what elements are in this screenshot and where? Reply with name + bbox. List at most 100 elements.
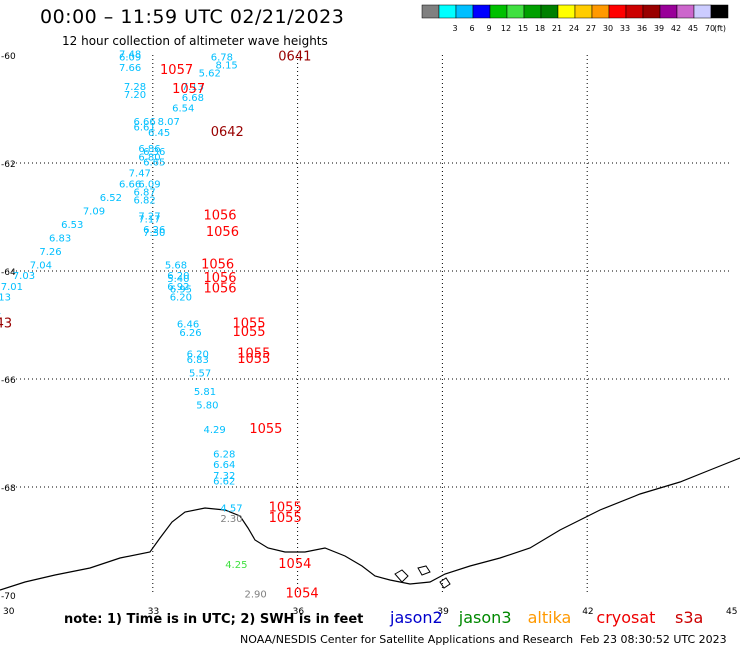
wave-height-value: 6.61 bbox=[133, 123, 155, 134]
wave-height-value: 6.26 bbox=[143, 225, 165, 236]
credit-line: NOAA/NESDIS Center for Satellite Applica… bbox=[240, 633, 574, 646]
wave-height-value: 6.92 bbox=[167, 282, 189, 293]
legend-tick-label: 42 bbox=[671, 24, 681, 33]
wave-height-value: 6.53 bbox=[61, 220, 83, 231]
wave-height-value: 5.62 bbox=[199, 69, 221, 80]
legend-swatch bbox=[421, 4, 440, 19]
legend-swatch bbox=[506, 4, 525, 19]
units-note: note: 1) Time is in UTC; 2) SWH is in fe… bbox=[64, 612, 364, 627]
wave-height-value: 4.29 bbox=[203, 425, 225, 436]
wave-height-value: 5.68 bbox=[165, 260, 187, 271]
legend-swatch bbox=[523, 4, 542, 19]
longitude-tick-label: 33 bbox=[148, 607, 159, 617]
pass-time-value: 1055 bbox=[269, 511, 302, 526]
wave-height-value: 7.48 bbox=[119, 50, 141, 61]
wave-height-value: 2.90 bbox=[245, 590, 267, 601]
longitude-tick-label: 39 bbox=[437, 607, 449, 617]
legend-tick-label: 36 bbox=[637, 24, 647, 33]
wave-height-value: 6.54 bbox=[172, 104, 194, 115]
wave-height-value: 6.78 bbox=[211, 52, 233, 63]
pass-time-value: 1055 bbox=[237, 346, 270, 361]
wave-height-value: 4.57 bbox=[220, 503, 242, 514]
wave-height-value: 6.28 bbox=[213, 449, 235, 460]
pass-time-value: 1055 bbox=[232, 317, 265, 332]
wave-height-value: 7.17 bbox=[138, 214, 160, 225]
wave-height-value: 6.62 bbox=[213, 476, 235, 487]
legend-tick-label: 21 bbox=[552, 24, 562, 33]
legend-swatch bbox=[659, 4, 678, 19]
legend-swatch bbox=[557, 4, 576, 19]
wave-height-value: 7.66 bbox=[119, 63, 141, 74]
wave-height-value: 6.13 bbox=[0, 293, 11, 304]
latitude-tick-label: -64 bbox=[1, 268, 16, 278]
legend-tick-label: 39 bbox=[654, 24, 664, 33]
coast-inlet bbox=[394, 569, 409, 583]
legend-tick-label: 18 bbox=[535, 24, 545, 33]
pass-time-value: 1056 bbox=[203, 271, 236, 286]
legend-swatch bbox=[710, 4, 729, 19]
legend-unit: (ft) bbox=[714, 24, 726, 33]
legend-swatch bbox=[608, 4, 627, 19]
wave-height-value: 7.03 bbox=[13, 271, 35, 282]
chart-title: 00:00 – 11:59 UTC 02/21/2023 bbox=[40, 6, 345, 28]
legend-tick-label: 30 bbox=[603, 24, 613, 33]
latitude-tick-label: -60 bbox=[1, 52, 16, 62]
pass-time-value: 1056 bbox=[206, 225, 239, 240]
generated-timestamp: Feb 23 08:30:52 UTC 2023 bbox=[580, 633, 727, 646]
graticule bbox=[8, 55, 732, 595]
pass-time-value: 0643 bbox=[0, 317, 12, 332]
wave-height-value: 6.09 bbox=[119, 52, 141, 63]
wave-height-value: 7.47 bbox=[129, 169, 151, 180]
wave-height-value: 6.20 bbox=[167, 271, 189, 282]
satellite-name-jason3: jason3 bbox=[458, 608, 512, 627]
legend-tick-label: 27 bbox=[586, 24, 596, 33]
wave-height-value: 6.46 bbox=[177, 320, 199, 331]
antarctic-coastline bbox=[0, 457, 740, 591]
wave-height-value: 5.81 bbox=[0, 306, 1, 317]
wave-height-value: 6.20 bbox=[170, 293, 192, 304]
wave-height-value: 8.07 bbox=[158, 117, 180, 128]
wave-height-value: 6.66 bbox=[133, 117, 155, 128]
wave-height-value: 5.81 bbox=[194, 387, 216, 398]
pass-time-value: 1055 bbox=[237, 352, 270, 367]
coast-island bbox=[417, 565, 431, 576]
pass-time-labels: 0641105710570642105610561056105610560643… bbox=[0, 49, 319, 601]
wave-height-value: 6.36 bbox=[143, 147, 165, 158]
wave-height-value: 7.09 bbox=[83, 206, 105, 217]
wave-height-value: 7.28 bbox=[124, 82, 146, 93]
wave-height-value: 2.30 bbox=[220, 514, 242, 525]
longitude-tick-label: 42 bbox=[582, 607, 593, 617]
legend-swatch bbox=[693, 4, 712, 19]
color-legend: 3 6 9 12 15 18 21 24 27 30 33 36 39 42 45 70(ft) bbox=[421, 4, 729, 33]
pass-time-value: 1056 bbox=[203, 209, 236, 224]
longitude-tick-label: 36 bbox=[293, 607, 305, 617]
pass-time-value: 1055 bbox=[232, 325, 265, 340]
wave-height-value: 6.82 bbox=[133, 196, 155, 207]
legend-swatch bbox=[455, 4, 474, 19]
legend-swatch bbox=[676, 4, 695, 19]
wave-height-value: 7.13 bbox=[182, 82, 204, 93]
legend-tick-label: 3 bbox=[452, 24, 457, 33]
pass-time-value: 1057 bbox=[160, 63, 193, 78]
wave-height-value: 6.83 bbox=[187, 355, 209, 366]
legend-tick-label: 15 bbox=[518, 24, 528, 33]
wave-height-value: 6.95 bbox=[170, 285, 192, 296]
legend-tick-label: 6 bbox=[469, 24, 474, 33]
pass-time-value: 1054 bbox=[286, 587, 319, 602]
latitude-tick-label: -70 bbox=[1, 592, 16, 602]
satellite-name-altika: altika bbox=[527, 608, 572, 627]
legend-swatch bbox=[591, 4, 610, 19]
legend-swatch bbox=[540, 4, 559, 19]
wave-height-value: 6.66 bbox=[119, 179, 141, 190]
wave-height-labels: 7.486.097.666.788.155.627.287.207.136.68… bbox=[0, 50, 267, 601]
wave-height-value: 5.57 bbox=[189, 368, 211, 379]
legend-swatch bbox=[438, 4, 457, 19]
satellite-name-s3a: s3a bbox=[675, 608, 704, 627]
latitude-tick-label: -62 bbox=[1, 160, 16, 170]
legend-swatch bbox=[489, 4, 508, 19]
wave-height-value: 4.25 bbox=[225, 560, 247, 571]
longitude-tick-label: 45 bbox=[726, 607, 737, 617]
pass-time-value: 1055 bbox=[269, 500, 302, 515]
coast-inlet-2 bbox=[439, 577, 451, 589]
